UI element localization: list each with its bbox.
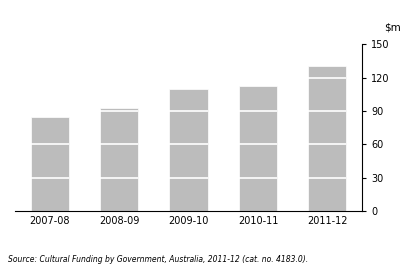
Bar — [31, 117, 69, 211]
Bar — [169, 89, 208, 211]
Bar — [308, 66, 347, 211]
Text: $m: $m — [384, 23, 401, 33]
Text: Source: Cultural Funding by Government, Australia, 2011-12 (cat. no. 4183.0).: Source: Cultural Funding by Government, … — [8, 255, 308, 264]
Bar — [239, 86, 277, 211]
Bar — [100, 108, 138, 211]
